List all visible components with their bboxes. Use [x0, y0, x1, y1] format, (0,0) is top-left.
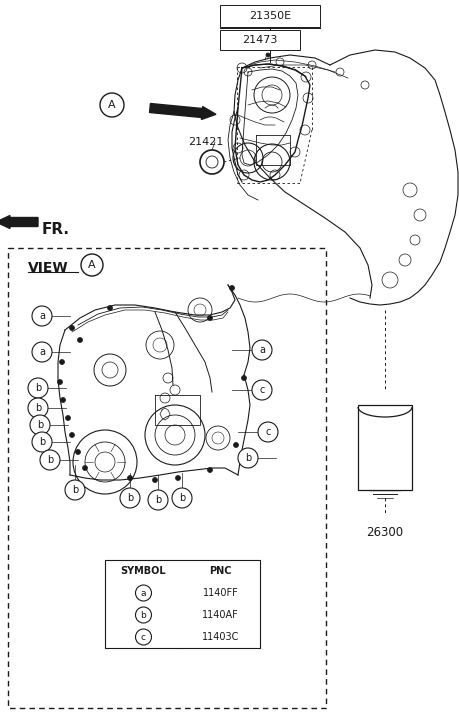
Text: a: a	[39, 347, 45, 357]
Text: 1140FF: 1140FF	[202, 588, 238, 598]
Bar	[219, 30, 299, 50]
Bar	[357, 405, 411, 490]
Text: A: A	[88, 260, 95, 270]
Circle shape	[135, 607, 151, 623]
Circle shape	[148, 490, 168, 510]
Circle shape	[257, 422, 277, 442]
Bar	[219, 5, 319, 27]
Circle shape	[120, 488, 140, 508]
Circle shape	[107, 305, 112, 310]
Text: b: b	[35, 383, 41, 393]
Circle shape	[28, 378, 48, 398]
Text: c: c	[141, 632, 146, 641]
Circle shape	[32, 306, 52, 326]
Circle shape	[40, 450, 60, 470]
Circle shape	[172, 488, 191, 508]
Circle shape	[229, 286, 234, 291]
Circle shape	[252, 340, 271, 360]
Text: c: c	[265, 427, 270, 437]
Circle shape	[135, 629, 151, 645]
Text: FR.: FR.	[42, 222, 70, 238]
Text: a: a	[140, 588, 146, 598]
Circle shape	[30, 415, 50, 435]
Circle shape	[100, 93, 124, 117]
Circle shape	[59, 359, 64, 364]
Circle shape	[175, 475, 180, 481]
Circle shape	[77, 337, 82, 342]
Text: b: b	[72, 485, 78, 495]
Text: a: a	[39, 311, 45, 321]
Text: 21473: 21473	[242, 35, 277, 45]
Circle shape	[65, 480, 85, 500]
Circle shape	[207, 467, 212, 473]
Circle shape	[200, 150, 224, 174]
Circle shape	[69, 433, 74, 438]
FancyArrow shape	[0, 215, 38, 228]
Bar	[105, 560, 259, 648]
Circle shape	[237, 448, 257, 468]
Circle shape	[135, 585, 151, 601]
Text: SYMBOL: SYMBOL	[120, 566, 166, 576]
Text: b: b	[35, 403, 41, 413]
Circle shape	[32, 342, 52, 362]
Bar	[8, 248, 325, 708]
Text: VIEW: VIEW	[28, 261, 68, 275]
Circle shape	[28, 398, 48, 418]
Circle shape	[127, 475, 132, 481]
Circle shape	[69, 326, 74, 331]
Circle shape	[82, 465, 87, 470]
Circle shape	[57, 379, 62, 385]
Text: b: b	[179, 493, 185, 503]
Circle shape	[65, 416, 70, 420]
Text: a: a	[258, 345, 264, 355]
Circle shape	[152, 478, 157, 483]
Circle shape	[265, 53, 269, 57]
Circle shape	[207, 316, 212, 321]
Text: PNC: PNC	[209, 566, 231, 576]
Circle shape	[61, 398, 65, 403]
Circle shape	[241, 376, 246, 380]
Text: c: c	[259, 385, 264, 395]
Text: b: b	[39, 437, 45, 447]
Text: b: b	[47, 455, 53, 465]
Text: 21350E: 21350E	[248, 11, 291, 21]
Text: 26300: 26300	[366, 526, 403, 539]
Circle shape	[233, 443, 238, 448]
Text: b: b	[155, 495, 161, 505]
Circle shape	[32, 432, 52, 452]
Text: 21421: 21421	[188, 137, 223, 147]
Text: A: A	[108, 100, 116, 110]
Circle shape	[75, 449, 80, 454]
Text: b: b	[140, 611, 146, 619]
Text: 1140AF: 1140AF	[202, 610, 238, 620]
Text: 11403C: 11403C	[202, 632, 239, 642]
Text: b: b	[37, 420, 43, 430]
Circle shape	[252, 380, 271, 400]
Circle shape	[81, 254, 103, 276]
Text: b: b	[244, 453, 251, 463]
Text: b: b	[127, 493, 133, 503]
FancyArrow shape	[149, 103, 215, 119]
